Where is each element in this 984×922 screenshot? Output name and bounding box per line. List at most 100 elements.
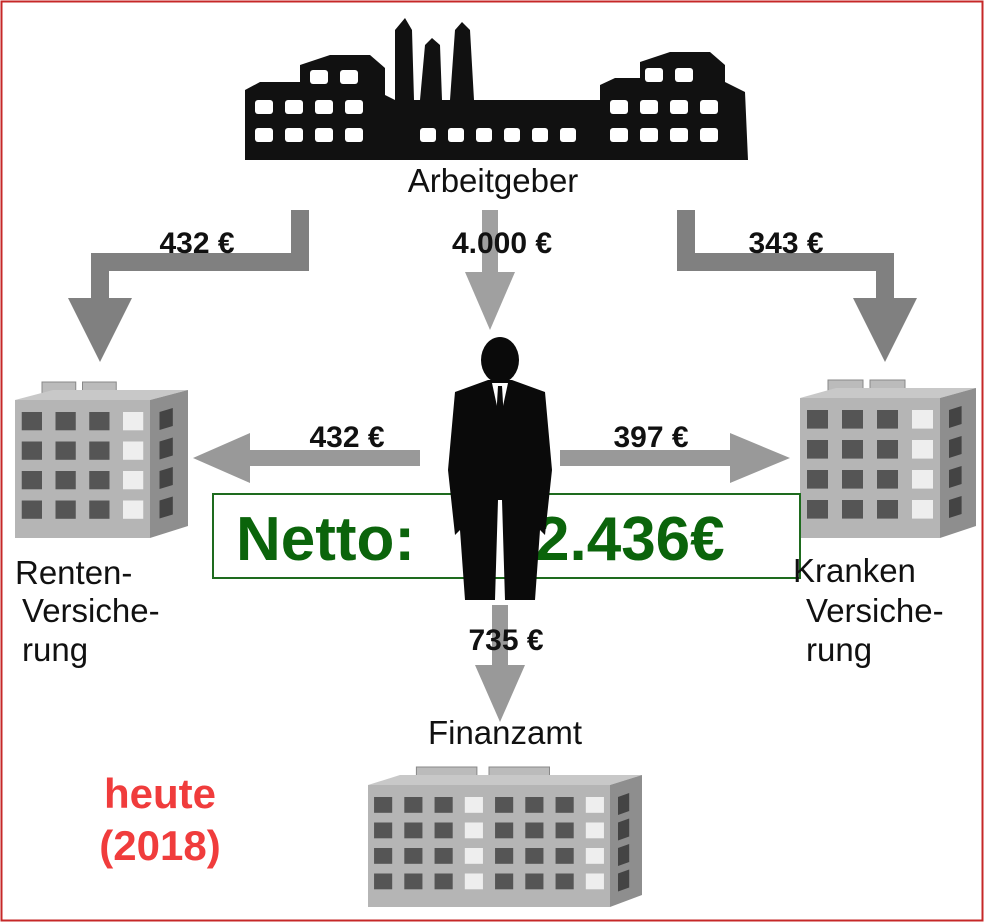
amount-label: 432 € — [159, 227, 234, 260]
arrow-head — [193, 433, 250, 483]
net-label: Netto: — [236, 505, 415, 574]
window — [434, 873, 453, 890]
window — [495, 797, 514, 813]
tax-office-label: Finanzamt — [428, 714, 582, 751]
window — [912, 470, 933, 489]
side-window — [949, 436, 962, 458]
amount-label: 343 € — [748, 227, 823, 260]
window — [555, 848, 574, 864]
window — [700, 100, 718, 114]
window — [123, 471, 144, 490]
health-label: rung — [806, 631, 872, 668]
window — [21, 441, 42, 460]
window — [877, 500, 898, 519]
window — [555, 822, 574, 839]
window — [912, 410, 933, 429]
window — [877, 410, 898, 429]
window — [123, 412, 144, 431]
side-window — [618, 793, 630, 815]
window — [504, 128, 520, 142]
window — [700, 128, 718, 142]
window — [285, 128, 303, 142]
amount-label: 432 € — [309, 421, 384, 454]
arrow — [677, 210, 894, 305]
pension-label: Renten- — [15, 554, 132, 591]
window — [525, 822, 544, 839]
window — [807, 440, 828, 459]
factory-icon — [245, 18, 748, 160]
window — [495, 873, 514, 890]
window — [495, 848, 514, 864]
window — [255, 100, 273, 114]
window — [560, 128, 576, 142]
side-window — [949, 406, 962, 428]
window — [404, 797, 423, 813]
window — [842, 410, 863, 429]
window — [345, 100, 363, 114]
window — [495, 822, 514, 839]
window — [404, 822, 423, 839]
window — [55, 471, 76, 490]
window — [434, 797, 453, 813]
window — [807, 500, 828, 519]
window — [532, 128, 548, 142]
window — [464, 822, 483, 839]
window — [315, 100, 333, 114]
window — [89, 412, 110, 431]
roof — [800, 388, 976, 398]
window — [21, 471, 42, 490]
window — [585, 797, 604, 813]
window — [640, 128, 658, 142]
window — [448, 128, 464, 142]
window — [21, 412, 42, 431]
roof — [368, 775, 642, 785]
building-icon — [15, 381, 188, 538]
window — [21, 500, 42, 519]
window — [675, 68, 693, 82]
window — [555, 873, 574, 890]
arrow-head — [475, 665, 525, 722]
window — [420, 128, 436, 142]
window — [585, 848, 604, 864]
window — [374, 797, 393, 813]
arrow — [91, 210, 309, 305]
health-label: Versiche- — [806, 592, 944, 629]
roof — [15, 390, 188, 400]
window — [404, 848, 423, 864]
window — [877, 440, 898, 459]
note: (2018) — [99, 822, 220, 869]
window — [525, 873, 544, 890]
buildings — [15, 379, 976, 907]
window — [807, 410, 828, 429]
factory-windows — [255, 68, 718, 142]
window — [912, 440, 933, 459]
building-icon — [800, 379, 976, 538]
arrow-head — [68, 298, 132, 362]
window — [310, 70, 328, 84]
window — [640, 100, 658, 114]
window — [842, 470, 863, 489]
window — [670, 128, 688, 142]
window — [434, 848, 453, 864]
window — [89, 500, 110, 519]
window — [55, 412, 76, 431]
window — [315, 128, 333, 142]
window — [255, 128, 273, 142]
side-window — [949, 466, 962, 488]
amount-label: 397 € — [613, 421, 688, 454]
window — [340, 70, 358, 84]
window — [404, 873, 423, 890]
employee-icon — [448, 337, 552, 600]
window — [842, 500, 863, 519]
window — [89, 471, 110, 490]
side-window — [159, 467, 173, 489]
net-amount: 2.436€ — [535, 505, 725, 574]
window — [374, 873, 393, 890]
window — [585, 873, 604, 890]
window — [55, 441, 76, 460]
arrows — [68, 210, 917, 722]
window — [610, 128, 628, 142]
side-window — [159, 437, 173, 460]
health-label: Kranken — [793, 552, 916, 589]
window — [434, 822, 453, 839]
